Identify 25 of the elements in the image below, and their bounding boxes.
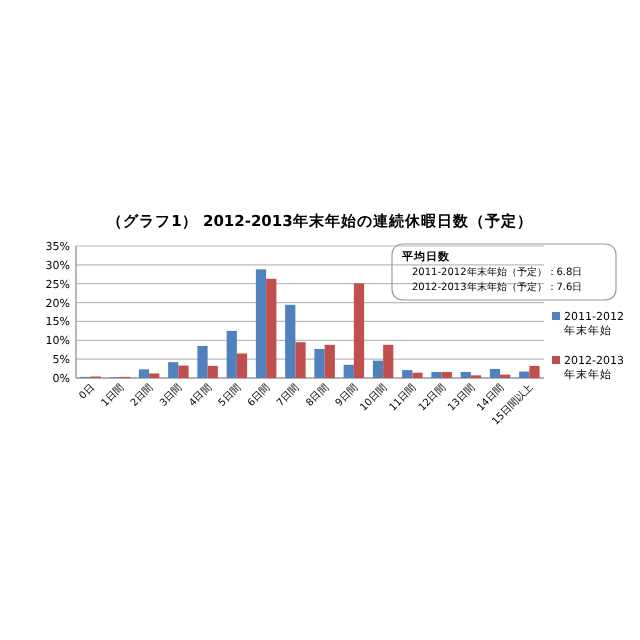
bar bbox=[460, 371, 471, 378]
bar bbox=[402, 370, 413, 378]
bar bbox=[197, 345, 208, 378]
bar bbox=[353, 283, 365, 378]
bar bbox=[324, 344, 335, 378]
bar bbox=[138, 369, 150, 378]
bar bbox=[412, 372, 423, 378]
bar bbox=[236, 353, 248, 378]
bar bbox=[168, 362, 179, 378]
bar bbox=[441, 371, 452, 378]
bar bbox=[519, 371, 530, 378]
bar bbox=[207, 365, 218, 378]
bar bbox=[255, 269, 267, 378]
bar bbox=[372, 360, 384, 378]
bar bbox=[226, 330, 237, 378]
bar bbox=[266, 278, 277, 378]
bar bbox=[431, 371, 442, 378]
bar bbox=[383, 344, 394, 378]
bar bbox=[295, 342, 306, 378]
bar bbox=[343, 364, 354, 378]
bar bbox=[178, 365, 189, 378]
bar bbox=[529, 365, 540, 378]
bar bbox=[285, 304, 296, 378]
bar bbox=[314, 348, 325, 378]
bar bbox=[489, 368, 501, 378]
